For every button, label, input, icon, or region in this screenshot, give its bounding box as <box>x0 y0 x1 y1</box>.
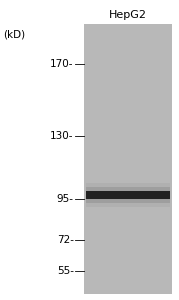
Text: 95-: 95- <box>57 194 74 204</box>
Text: (kD): (kD) <box>4 29 26 39</box>
Text: 72-: 72- <box>57 235 74 245</box>
Text: HepG2: HepG2 <box>109 11 147 20</box>
Bar <box>86 191 170 199</box>
Bar <box>84 24 172 294</box>
Bar <box>86 183 170 207</box>
Text: 55-: 55- <box>57 266 74 276</box>
Text: 130-: 130- <box>50 130 74 141</box>
Bar <box>86 187 170 203</box>
Text: 170-: 170- <box>50 58 74 69</box>
